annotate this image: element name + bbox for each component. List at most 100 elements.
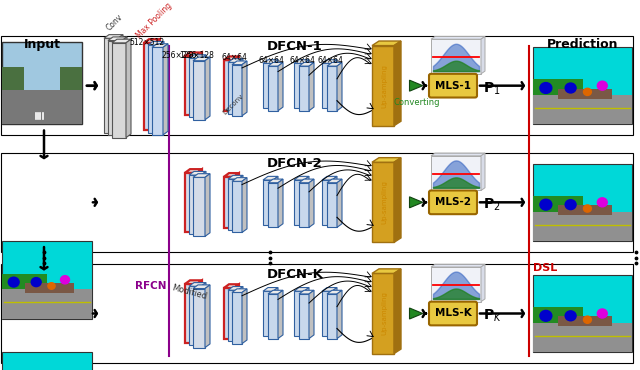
Polygon shape [232, 289, 247, 292]
Polygon shape [189, 171, 206, 175]
Polygon shape [294, 180, 304, 225]
Polygon shape [372, 41, 401, 46]
Polygon shape [205, 285, 210, 347]
Polygon shape [268, 179, 283, 183]
Polygon shape [242, 289, 247, 344]
Polygon shape [238, 175, 243, 230]
Text: DFCN-1: DFCN-1 [267, 40, 323, 53]
Polygon shape [337, 179, 342, 227]
Polygon shape [299, 183, 309, 227]
Circle shape [8, 277, 19, 287]
Polygon shape [104, 38, 118, 133]
Polygon shape [299, 294, 309, 339]
Polygon shape [294, 176, 309, 180]
Text: 64×64: 64×64 [317, 56, 343, 65]
Polygon shape [224, 60, 234, 111]
Polygon shape [327, 290, 342, 294]
Polygon shape [152, 47, 163, 135]
Polygon shape [294, 291, 304, 336]
Circle shape [540, 310, 552, 321]
Polygon shape [322, 176, 337, 180]
Polygon shape [189, 55, 206, 58]
Polygon shape [299, 66, 309, 111]
Polygon shape [332, 176, 337, 225]
Polygon shape [263, 63, 273, 108]
Polygon shape [410, 80, 422, 91]
Text: Conv: Conv [105, 13, 125, 33]
Bar [1, 153, 633, 252]
Polygon shape [332, 287, 337, 336]
Polygon shape [232, 292, 242, 344]
Polygon shape [224, 57, 239, 60]
Polygon shape [148, 41, 164, 45]
Polygon shape [189, 286, 201, 345]
Bar [533, 212, 632, 241]
Polygon shape [228, 179, 238, 230]
Polygon shape [238, 286, 243, 342]
Polygon shape [234, 57, 239, 111]
Bar [557, 88, 612, 99]
Bar [533, 196, 582, 212]
Polygon shape [197, 280, 202, 343]
Polygon shape [228, 59, 243, 63]
Text: 64×64: 64×64 [289, 56, 315, 65]
Polygon shape [394, 269, 401, 354]
Text: 128×128: 128×128 [180, 51, 214, 60]
Polygon shape [228, 63, 238, 114]
Polygon shape [144, 43, 155, 130]
Bar [533, 95, 632, 124]
Polygon shape [327, 63, 342, 66]
Text: Converting: Converting [394, 98, 440, 107]
Polygon shape [189, 58, 201, 118]
Polygon shape [201, 283, 206, 345]
Polygon shape [372, 46, 394, 126]
Circle shape [31, 278, 41, 287]
Circle shape [540, 199, 552, 210]
Polygon shape [431, 153, 485, 156]
Polygon shape [322, 180, 332, 225]
Bar [533, 275, 632, 352]
Polygon shape [268, 66, 278, 111]
FancyBboxPatch shape [429, 191, 477, 214]
Bar [533, 80, 582, 95]
Polygon shape [163, 44, 168, 135]
Polygon shape [148, 45, 159, 132]
Polygon shape [431, 39, 481, 74]
Polygon shape [337, 63, 342, 111]
Text: Modified: Modified [171, 283, 208, 302]
Polygon shape [224, 284, 239, 288]
Bar [60, 67, 82, 90]
Text: MLS-1: MLS-1 [435, 81, 471, 91]
Polygon shape [322, 291, 332, 336]
Polygon shape [332, 60, 337, 108]
Bar [1, 264, 633, 363]
Polygon shape [410, 308, 422, 319]
Polygon shape [278, 290, 283, 339]
Polygon shape [159, 41, 164, 132]
Bar [533, 47, 632, 124]
Text: Max Pooling: Max Pooling [134, 1, 173, 40]
Text: DSL: DSL [533, 263, 557, 273]
Polygon shape [193, 57, 210, 61]
Polygon shape [481, 153, 485, 191]
Polygon shape [327, 179, 342, 183]
Polygon shape [144, 39, 160, 43]
Bar [2, 67, 24, 90]
Polygon shape [372, 162, 394, 242]
Polygon shape [238, 59, 243, 114]
Polygon shape [322, 63, 332, 108]
Polygon shape [232, 181, 242, 232]
Text: DFCN-K: DFCN-K [267, 268, 323, 281]
Polygon shape [322, 60, 337, 63]
Polygon shape [234, 284, 239, 339]
Polygon shape [481, 37, 485, 74]
Polygon shape [299, 63, 314, 66]
Polygon shape [112, 39, 131, 43]
Polygon shape [268, 294, 278, 339]
Bar [2, 241, 92, 319]
Polygon shape [268, 63, 283, 66]
Polygon shape [431, 37, 485, 39]
Polygon shape [232, 178, 247, 181]
Polygon shape [193, 285, 210, 289]
Polygon shape [304, 287, 309, 336]
